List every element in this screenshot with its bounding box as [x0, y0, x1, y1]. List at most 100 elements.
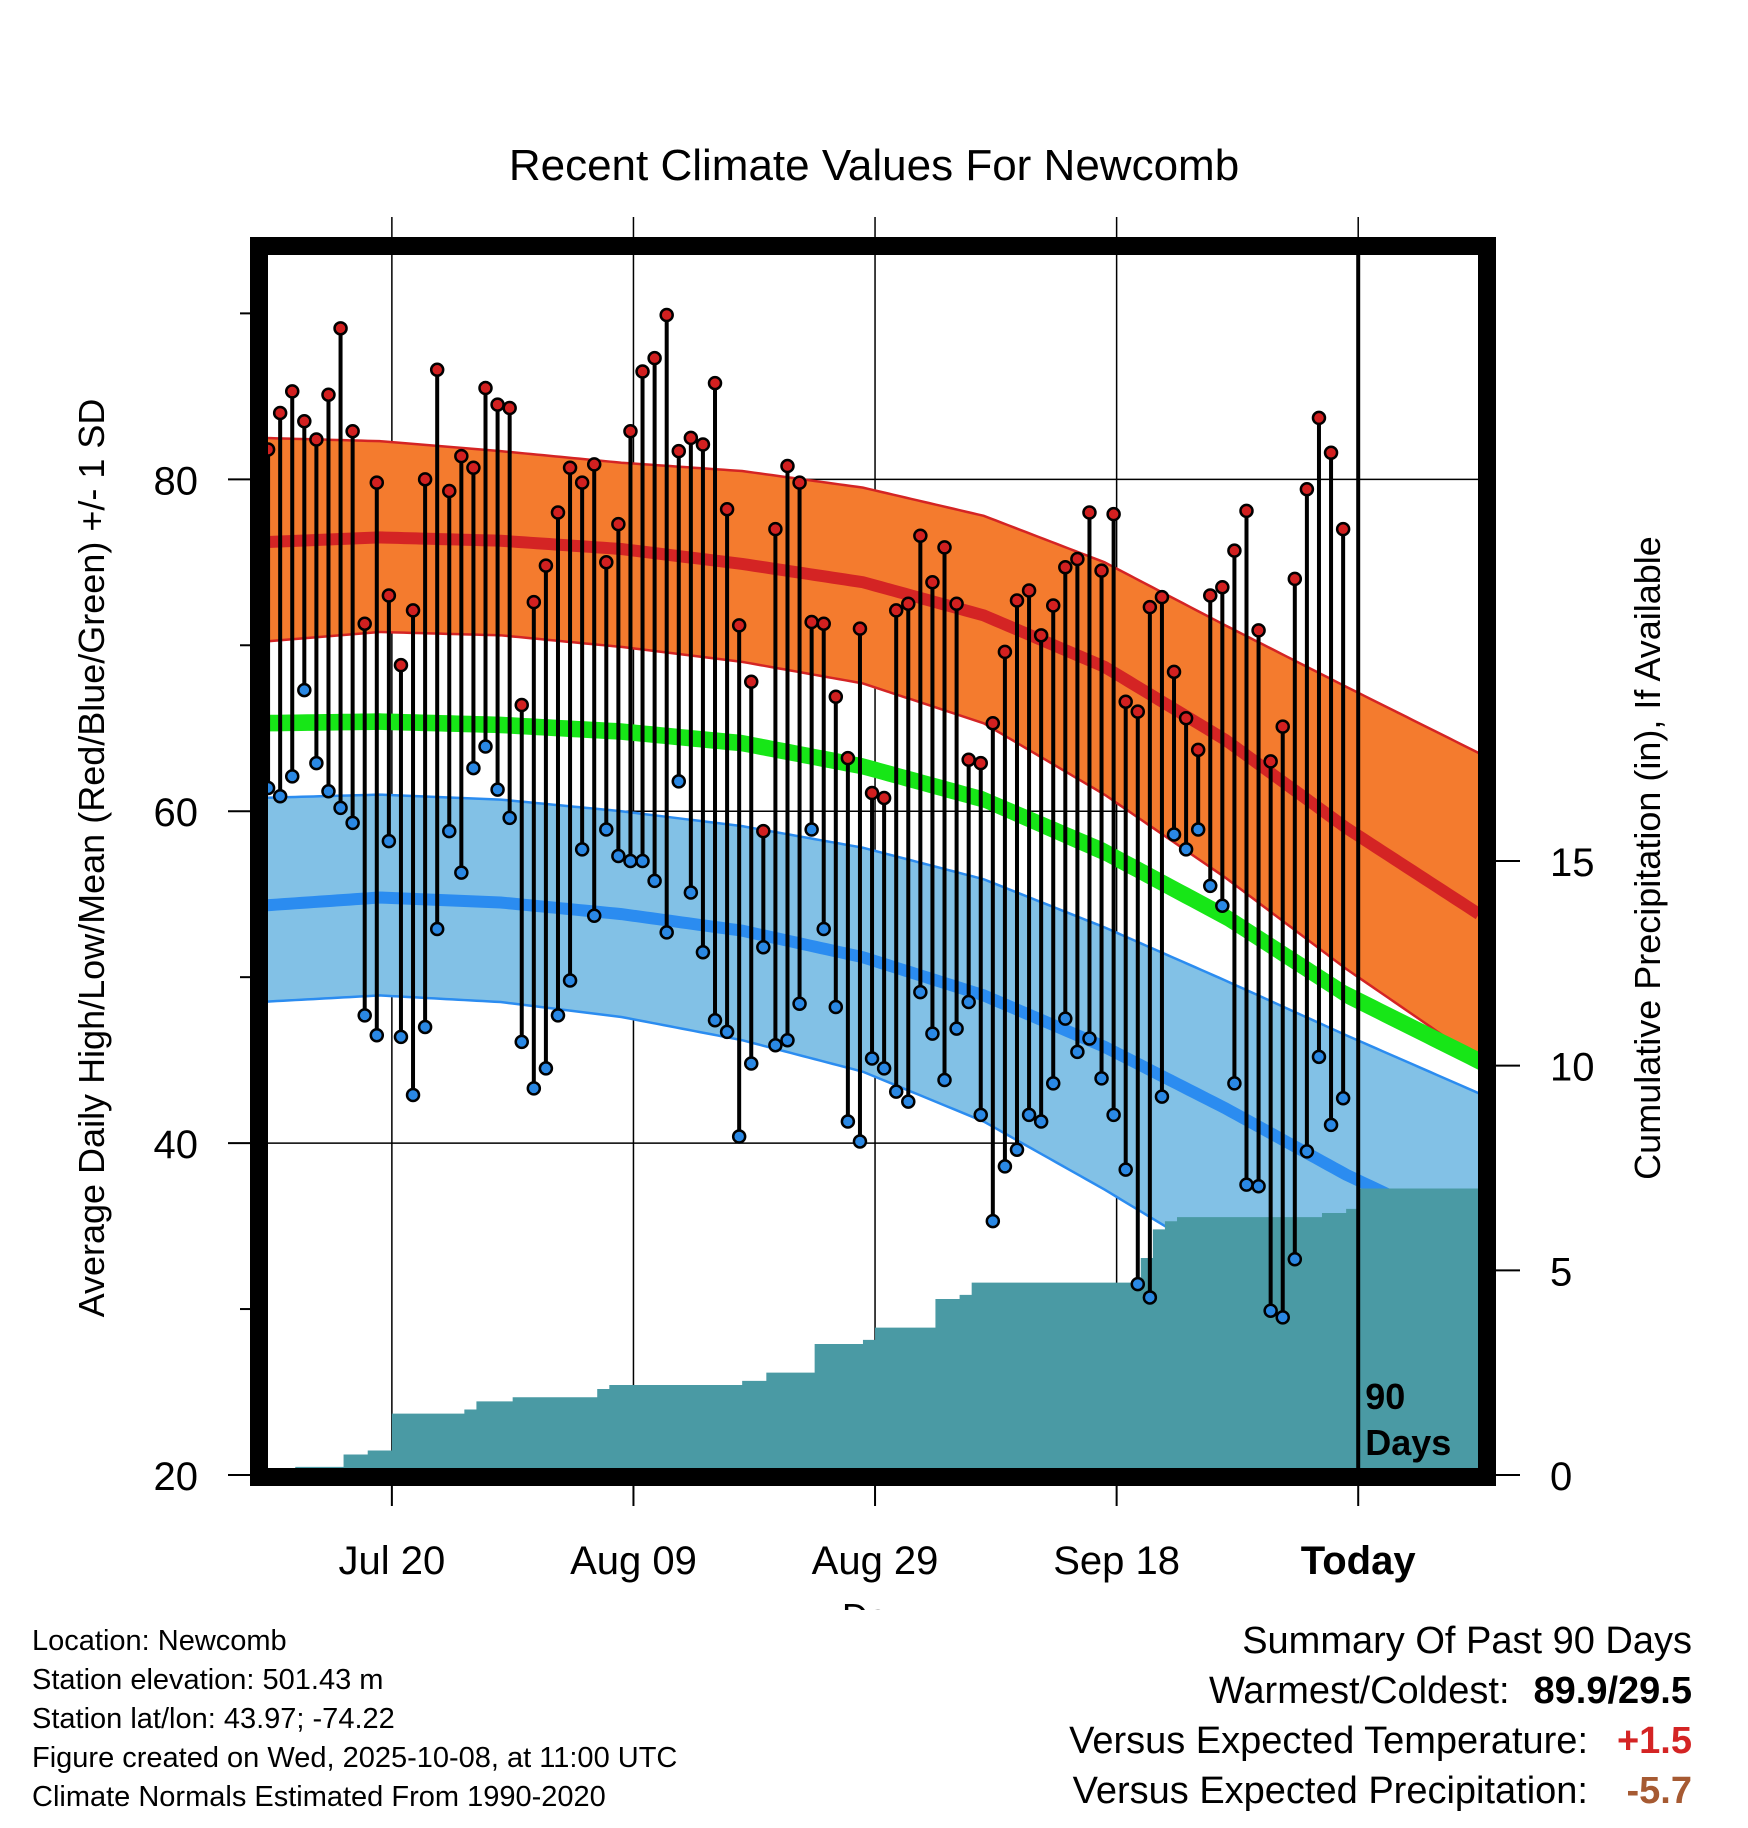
low-sd-band [259, 794, 1479, 1401]
summary-panel: Summary Of Past 90 Days Warmest/Coldest:… [1069, 1616, 1692, 1816]
low-dot [599, 822, 614, 837]
precip-departure-row: Versus Expected Precipitation: -5.7 [1069, 1766, 1692, 1816]
low-dot [562, 973, 578, 988]
precip-area [259, 1188, 1479, 1475]
low-dot [502, 810, 517, 826]
low-dot [429, 921, 445, 937]
high-dot [756, 823, 771, 839]
high-dot [1130, 704, 1146, 719]
low-dot [937, 1072, 952, 1088]
high-dot [417, 472, 433, 487]
high-dot [925, 574, 940, 590]
low-dot [1335, 1091, 1351, 1106]
low-dot [1070, 1044, 1085, 1060]
low-dot [888, 1084, 904, 1099]
high-dot [345, 423, 360, 439]
high-dot [949, 596, 964, 612]
warmest-coldest-value: 89.9/29.5 [1533, 1670, 1692, 1712]
high-dot [321, 387, 336, 402]
period-label-line: Days [1365, 1422, 1451, 1463]
high-dot [599, 555, 614, 570]
low-dot [490, 782, 505, 797]
high-dot [913, 528, 928, 543]
low-dot [357, 1008, 372, 1023]
chart-title: Recent Climate Values For Newcomb [509, 141, 1239, 190]
low-dot [647, 873, 662, 889]
y2-tick-label: 5 [1550, 1250, 1572, 1294]
high-dot [1033, 628, 1049, 643]
high-sd-band [259, 437, 1479, 1061]
low-normal-line [259, 891, 1479, 1244]
low-dot [1033, 1114, 1049, 1129]
y2-tick-label: 10 [1550, 1046, 1595, 1090]
low-dot [816, 921, 831, 937]
low-dot [272, 789, 288, 804]
high-dot [695, 437, 711, 452]
high-dot [357, 616, 372, 631]
y-tick-label: 80 [154, 459, 199, 503]
high-dot [1070, 551, 1085, 567]
high-dot [828, 689, 844, 704]
low-dot [683, 885, 699, 900]
low-dot [913, 984, 928, 1000]
low-dot [731, 1129, 747, 1144]
high-dot [333, 321, 348, 336]
plot-frame [250, 237, 1496, 1486]
low-dot [284, 769, 300, 784]
low-dot [1178, 842, 1194, 857]
period-label: 90 Days [1365, 1376, 1451, 1463]
low-dot [466, 760, 481, 776]
temp-departure-label: Versus Expected Temperature: [1069, 1720, 1588, 1762]
low-dot [1082, 1031, 1097, 1046]
low-dot [1166, 827, 1182, 842]
low-dot [1118, 1162, 1133, 1177]
low-dot [756, 940, 771, 955]
low-dot [393, 1029, 409, 1045]
high-dot [1094, 563, 1109, 578]
high-dot [1154, 589, 1170, 605]
high-dot [804, 614, 819, 630]
x-tick-label: Today [1301, 1539, 1417, 1583]
y2-tick-label: 15 [1550, 841, 1595, 885]
low-dot [1287, 1252, 1303, 1267]
high-dot [284, 384, 300, 399]
low-dot [901, 1094, 916, 1109]
low-dot [1239, 1177, 1254, 1192]
high-dot [429, 362, 445, 378]
latlon-text: Station lat/lon: 43.97; -74.22 [32, 1703, 395, 1735]
high-dot [1118, 694, 1133, 709]
low-dot [1215, 898, 1230, 914]
low-dot [961, 994, 976, 1010]
high-dot [635, 364, 650, 379]
y-axis-label: Average Daily High/Low/Mean (Red/Blue/Gr… [71, 399, 112, 1318]
x-tick-label: Sep 18 [1053, 1539, 1180, 1583]
low-dot [659, 925, 674, 940]
high-dot [888, 603, 904, 618]
high-dot [719, 501, 735, 517]
high-dot [405, 603, 421, 618]
x-axis-label: Day [842, 1596, 906, 1610]
high-dot [961, 752, 976, 768]
station-info: Location: Newcomb Station elevation: 501… [32, 1622, 677, 1817]
high-dot [792, 475, 807, 490]
low-dot [1299, 1144, 1315, 1159]
warmest-coldest-row: Warmest/Coldest: 89.9/29.5 [1069, 1666, 1692, 1716]
high-dot [816, 616, 831, 631]
high-dot [1227, 543, 1242, 558]
low-dot [1190, 822, 1206, 837]
high-dot [514, 697, 529, 713]
low-dot [526, 1081, 542, 1096]
high-dot [1009, 593, 1025, 608]
high-dot [1166, 664, 1182, 680]
high-dot [611, 516, 626, 532]
low-dot [743, 1056, 759, 1071]
high-dot [586, 457, 602, 472]
high-dot [1142, 599, 1158, 615]
low-dot [671, 774, 687, 789]
high-dot [381, 588, 397, 603]
high-dot [1106, 506, 1121, 522]
high-dot [1299, 482, 1315, 497]
high-dot [840, 750, 856, 766]
high-dot [272, 405, 288, 421]
high-dot [683, 430, 699, 446]
